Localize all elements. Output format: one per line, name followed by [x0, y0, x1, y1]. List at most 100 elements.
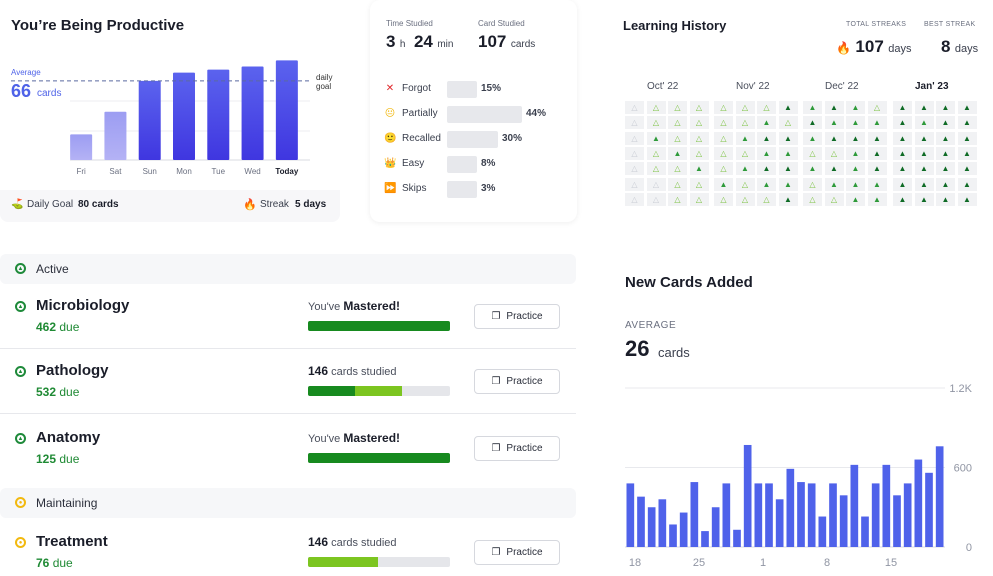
productive-title: You’re Being Productive: [11, 17, 185, 34]
bar-tue: [207, 69, 230, 160]
mountain-icon: ▲: [941, 164, 950, 174]
mountain-icon: ▲: [941, 179, 950, 189]
mountain-icon: ▲: [920, 103, 928, 112]
rating-recalled-icon: 🙂: [384, 133, 397, 144]
practice-label: Practice: [506, 443, 543, 454]
learning-history-title: Learning History: [623, 18, 727, 33]
mountain-icon: △: [652, 164, 660, 174]
progress-segment: [308, 453, 450, 463]
rating-bar: [447, 181, 477, 198]
practice-button[interactable]: ❐ Practice: [474, 540, 560, 565]
history-cell: ▲: [846, 131, 865, 145]
history-cell: ▲: [824, 116, 844, 130]
active-status-icon: ▲: [15, 263, 26, 274]
mountain-icon: ▲: [762, 164, 771, 174]
mountain-icon: ▲: [873, 148, 881, 158]
mountain-icon: ▲: [898, 118, 907, 128]
history-cell: △: [735, 177, 755, 191]
hours-unit: h: [399, 39, 406, 50]
mountain-icon: △: [652, 148, 660, 158]
x-tick-label: Today: [275, 167, 299, 176]
new-cards-bar: [829, 483, 837, 547]
new-cards-bar: [914, 459, 923, 547]
history-cell: ▲: [646, 131, 666, 145]
mountain-icon: ▲: [851, 118, 860, 128]
average-unit: cards: [37, 88, 62, 99]
history-cell: ▲: [936, 101, 955, 114]
cards-studied-label: Card Studied: [478, 19, 525, 28]
new-cards-bar: [818, 516, 827, 547]
history-cell: △: [714, 116, 733, 130]
mountain-icon: △: [674, 179, 681, 189]
history-cell: △: [803, 192, 822, 206]
caption-bold: Mastered!: [343, 431, 401, 445]
cards-icon: ❐: [491, 547, 501, 558]
mountain-icon: ▲: [784, 179, 792, 189]
history-cell: ▲: [893, 192, 912, 206]
practice-button[interactable]: ❐ Practice: [474, 436, 560, 461]
mountain-icon: △: [631, 133, 638, 143]
daily-goal-value: 80 cards: [78, 199, 119, 210]
mountain-icon: ▲: [851, 133, 860, 143]
new-cards-bar: [679, 512, 688, 547]
history-cell: ▲: [893, 146, 912, 160]
history-cell: ▲: [957, 162, 977, 176]
history-cell: ▲: [757, 146, 776, 160]
section-maintaining[interactable]: [0, 488, 576, 518]
mountain-icon: ▲: [873, 179, 881, 189]
mountain-icon: ▲: [920, 148, 928, 158]
history-cell: △: [735, 192, 755, 206]
history-cell: ▲: [867, 192, 887, 206]
cards-icon: ❐: [491, 443, 501, 454]
deck-due-count: 125: [36, 452, 57, 466]
history-cell: △: [867, 101, 887, 114]
new-cards-bar: [765, 483, 773, 547]
new-cards-bar: [935, 446, 944, 547]
new-cards-bar: [861, 516, 869, 547]
mountain-icon: ▲: [830, 179, 838, 189]
history-cell: △: [625, 116, 644, 130]
new-cards-bar: [925, 472, 933, 547]
mountain-icon: ▲: [873, 118, 881, 128]
history-cell: ▲: [803, 131, 822, 145]
mountain-icon: ▲: [830, 133, 838, 143]
new-cards-average-label: AVERAGE: [625, 320, 677, 331]
mountain-icon: ▲: [898, 148, 907, 158]
history-cell: ▲: [846, 116, 865, 130]
practice-button[interactable]: ❐ Practice: [474, 304, 560, 329]
cards-studied-number: 107: [478, 32, 507, 51]
mountain-icon: ▲: [920, 179, 928, 189]
mountain-icon: ▲: [898, 133, 907, 143]
new-cards-bar: [743, 444, 752, 547]
history-cell: △: [735, 146, 755, 160]
mountain-icon: ▲: [898, 194, 907, 204]
rating-percent: 30%: [502, 133, 523, 144]
history-cell: △: [668, 177, 687, 191]
maintaining-status-icon: ●: [15, 497, 26, 508]
history-cell: △: [668, 131, 687, 145]
new-cards-bar: [658, 499, 667, 547]
history-cell: △: [668, 101, 687, 114]
new-cards-average-unit: cards: [658, 345, 690, 360]
rating-label: Easy: [402, 158, 425, 169]
mountain-icon: ▲: [873, 194, 881, 204]
practice-button[interactable]: ❐ Practice: [474, 369, 560, 394]
history-cell: △: [824, 146, 844, 160]
history-cell: ▲: [957, 146, 977, 160]
history-cell: ▲: [757, 177, 776, 191]
deck-due-count: 76: [36, 556, 50, 570]
history-cell: ▲: [936, 162, 955, 176]
mountain-icon: ▲: [830, 118, 838, 128]
section-active[interactable]: [0, 254, 576, 284]
deck-progress-bar: [308, 386, 450, 396]
history-cell: ▲: [914, 101, 934, 114]
deck-progress-bar: [308, 453, 450, 463]
history-cell: ▲: [846, 162, 865, 176]
streak-label: Streak: [260, 199, 289, 210]
weekly-bar-chart: Fri Sat Sun Mon Tue Wed Today: [11, 60, 312, 176]
mountain-icon: ▲: [963, 164, 971, 174]
mountain-icon: ▲: [830, 103, 838, 112]
history-cell: ▲: [914, 177, 934, 191]
deck-due-count: 462: [36, 320, 57, 334]
history-cell: △: [778, 116, 798, 130]
